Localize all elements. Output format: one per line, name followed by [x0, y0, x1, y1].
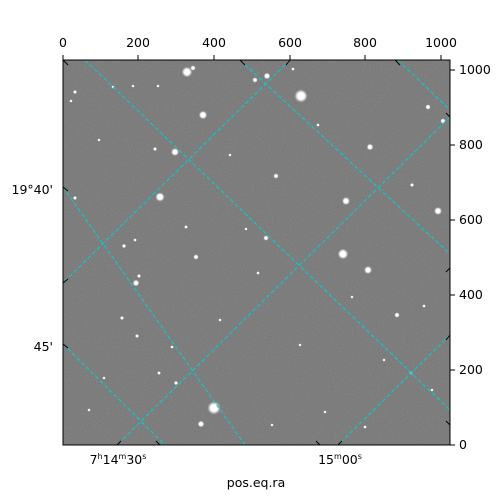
star-core	[191, 66, 195, 70]
right-tick-label: 1000	[459, 62, 491, 77]
grid-line	[397, 60, 450, 111]
star-core	[395, 313, 399, 317]
star-core	[264, 236, 268, 240]
top-pixel-axis: 0 200 400 600 800 1000	[59, 35, 457, 60]
right-tick-label: 800	[459, 137, 483, 152]
star-core	[299, 344, 301, 346]
top-tick-label: 200	[126, 35, 150, 50]
top-tick-label: 800	[353, 35, 377, 50]
dec-tick-label: 45'	[34, 339, 53, 354]
star-core	[245, 228, 247, 230]
star-core	[135, 334, 139, 338]
star-core	[431, 389, 433, 391]
star-core	[435, 208, 441, 214]
star-core	[153, 147, 157, 151]
star-core	[200, 112, 206, 118]
dec-tick-labels: 19°40' 45'	[12, 182, 54, 354]
star-core	[122, 244, 126, 248]
star-core	[73, 196, 77, 200]
dec-tick-label: 19°40'	[12, 182, 54, 197]
star-core	[157, 194, 163, 200]
star-core	[426, 105, 430, 109]
star-core	[271, 424, 273, 426]
star-core	[410, 183, 414, 187]
top-tick-label: 600	[278, 35, 302, 50]
star-core	[423, 305, 425, 307]
x-axis-label: pos.eq.ra	[227, 475, 285, 490]
star-core	[265, 74, 269, 78]
top-tick-label: 1000	[425, 35, 457, 50]
star-core	[253, 78, 257, 82]
star-core	[172, 149, 178, 155]
star-core	[210, 404, 218, 412]
top-tick-label: 400	[202, 35, 226, 50]
star-core	[317, 124, 319, 126]
star-core	[184, 69, 190, 75]
star-core	[158, 372, 160, 374]
sky-image	[63, 60, 450, 445]
star-core	[351, 296, 353, 298]
star-core	[441, 119, 445, 123]
ra-tick-label-1: 15m00s	[318, 452, 362, 467]
star-core	[132, 85, 134, 87]
star-core	[229, 154, 231, 156]
star-core	[343, 198, 349, 204]
star-core	[88, 409, 90, 411]
coordinate-grid	[63, 60, 450, 445]
grid-line	[63, 186, 246, 445]
star-core	[365, 267, 371, 273]
wcs-ticks	[62, 59, 451, 446]
star-core	[199, 422, 203, 426]
star-core	[73, 90, 77, 94]
star-core	[134, 281, 138, 285]
grid-line	[337, 334, 450, 445]
star-core	[274, 174, 278, 178]
top-tick-label: 0	[59, 35, 67, 50]
star-core	[297, 92, 305, 100]
ra-tick-labels: 7h14m30s 15m00s	[90, 452, 362, 467]
right-tick-label: 600	[459, 212, 483, 227]
grid-line	[239, 60, 450, 255]
star-core	[368, 145, 372, 149]
right-tick-label: 400	[459, 287, 483, 302]
star-core	[257, 272, 259, 274]
star-core	[185, 226, 187, 228]
star-core	[134, 239, 136, 241]
star-core	[174, 381, 178, 385]
right-tick-label: 200	[459, 362, 483, 377]
star-core	[157, 85, 159, 87]
star-core	[171, 346, 173, 348]
right-tick-label: 0	[459, 437, 467, 452]
grid-line	[63, 60, 291, 284]
star-core	[103, 377, 105, 379]
star-core	[324, 411, 326, 413]
right-pixel-axis: 0 200 400 600 800 1000	[450, 62, 491, 452]
star-core	[70, 100, 72, 102]
ra-tick-label-0: 7h14m30s	[90, 452, 147, 467]
star-core	[383, 359, 385, 361]
star-core	[137, 274, 141, 278]
star-core	[364, 426, 366, 428]
grid-line	[63, 343, 166, 445]
star-core	[292, 68, 294, 70]
plot-frame	[62, 59, 451, 446]
star-core	[194, 255, 198, 259]
star-core	[120, 316, 124, 320]
star-core	[219, 319, 221, 321]
star-core	[340, 251, 346, 257]
star-core	[98, 139, 100, 141]
